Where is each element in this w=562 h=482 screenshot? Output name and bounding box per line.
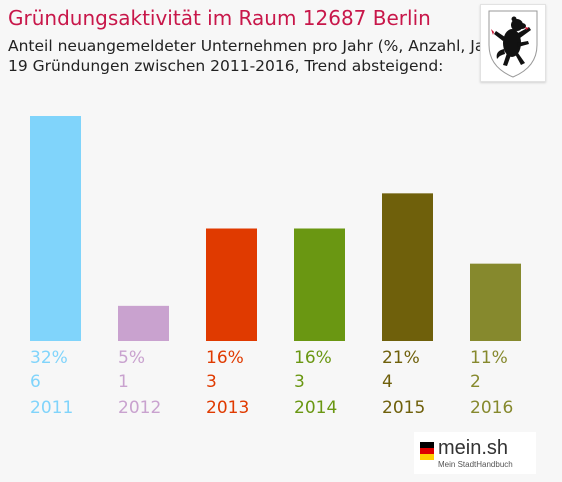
bar-2012 [118, 305, 169, 341]
chart-subtitle: Anteil neuangemeldeter Unternehmen pro J… [8, 36, 507, 76]
year-label: 2011 [30, 398, 73, 418]
subtitle-line-1: Anteil neuangemeldeter Unternehmen pro J… [8, 37, 507, 55]
percent-label: 21% [382, 348, 420, 368]
percent-label: 16% [294, 348, 332, 368]
year-label: 2016 [470, 398, 513, 418]
berlin-crest [480, 4, 546, 82]
year-label: 2015 [382, 398, 425, 418]
logo-tagline: Mein StadtHandbuch [438, 460, 513, 469]
count-label: 3 [206, 372, 217, 392]
bar-2016 [470, 263, 521, 341]
site-logo[interactable]: mein.sh Mein StadtHandbuch [414, 432, 536, 474]
year-label: 2012 [118, 398, 161, 418]
percent-label: 5% [118, 348, 145, 368]
year-label: 2014 [294, 398, 337, 418]
subtitle-line-2: 19 Gründungen zwischen 2011-2016, Trend … [8, 57, 444, 75]
berlin-bear-icon [488, 10, 538, 78]
count-label: 6 [30, 372, 41, 392]
bar-2015 [382, 193, 433, 341]
bar-2014 [294, 228, 345, 341]
bar-2013 [206, 228, 257, 341]
percent-label: 32% [30, 348, 68, 368]
logo-name: mein.sh [438, 437, 509, 459]
percent-label: 16% [206, 348, 244, 368]
chart-title: Gründungsaktivität im Raum 12687 Berlin [8, 6, 431, 30]
percent-label: 11% [470, 348, 508, 368]
bar-2011 [30, 116, 81, 341]
count-label: 4 [382, 372, 393, 392]
germany-flag-icon [420, 442, 434, 460]
year-label: 2013 [206, 398, 249, 418]
count-label: 3 [294, 372, 305, 392]
count-label: 1 [118, 372, 129, 392]
count-label: 2 [470, 372, 481, 392]
